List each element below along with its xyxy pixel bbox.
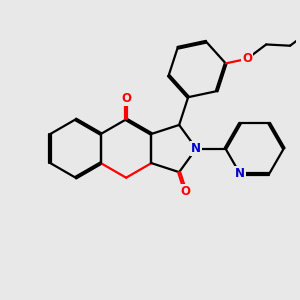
Text: N: N [235,167,245,180]
Text: N: N [191,142,201,155]
Text: O: O [242,52,252,65]
Text: O: O [181,185,190,198]
Text: O: O [121,92,131,105]
